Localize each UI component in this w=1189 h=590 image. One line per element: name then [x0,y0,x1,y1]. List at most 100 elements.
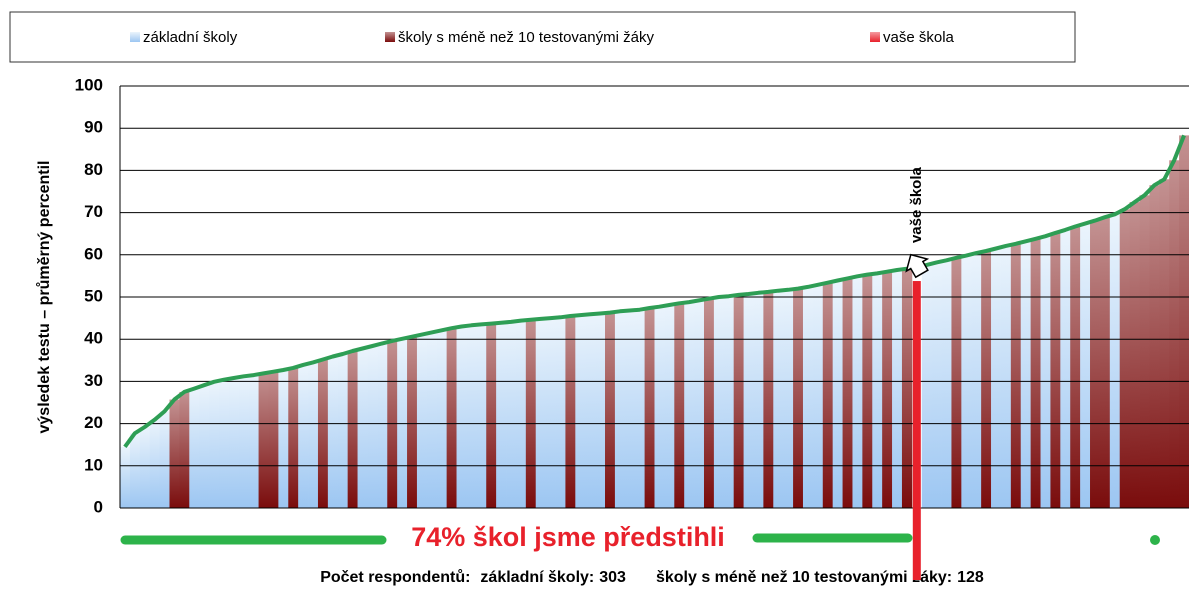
bar [1060,229,1071,509]
bar [288,367,299,508]
bar [793,288,804,508]
y-tick-label: 40 [84,329,103,348]
bars [120,135,1189,509]
bar [1020,241,1032,508]
bar [496,322,507,508]
y-tick-label: 60 [84,244,103,263]
bar [416,334,428,508]
bar [713,297,725,508]
y-tick-label: 100 [75,75,103,94]
legend-swatch [385,32,395,42]
bar [1109,214,1121,508]
bar [644,307,655,508]
y-tick-label: 90 [84,118,103,137]
bar [852,276,863,508]
bar [783,289,794,508]
bar [347,351,358,508]
bar [555,317,566,508]
footer-count: 128 [957,569,984,586]
legend-label: základní školy [143,29,238,46]
bar [862,274,873,508]
bar [842,278,853,508]
bar [377,343,388,508]
bar [466,325,477,508]
bar [664,305,675,508]
y-axis-label: výsledek testu – průměrný percentil [36,161,53,434]
bar [258,373,269,508]
bar [832,280,843,508]
bar [595,313,606,508]
bar [1040,236,1051,508]
bar [812,284,824,508]
bar [1099,217,1111,508]
bar [218,379,230,508]
bar [614,311,626,508]
bar [743,294,754,508]
bar [882,271,893,508]
bar [1010,243,1022,508]
y-tick-label: 50 [84,286,103,305]
bar [1179,135,1189,508]
bar [317,359,329,508]
bar [1000,245,1012,509]
bar [634,309,646,508]
bar [238,376,250,508]
bar [387,340,398,508]
bar [921,264,933,508]
bar [802,286,814,508]
footer-label: školy s méně než 10 testovanými žáky: [656,569,952,586]
bar [545,318,556,508]
bar [159,411,170,508]
legend-swatch [130,32,140,42]
bar [357,348,368,508]
bar [654,306,665,508]
y-tick-label: 10 [84,455,103,474]
bar [822,282,834,508]
bar [1090,220,1101,509]
bar [1080,223,1091,508]
bar [674,303,685,508]
bar [436,330,448,508]
bar [1169,160,1180,508]
bar [139,426,151,508]
bar [248,375,259,508]
bar [931,262,942,508]
bar [456,326,467,508]
bar [941,260,952,508]
bar [446,328,457,508]
bar [525,319,537,508]
bar [367,345,378,508]
bar [694,300,705,508]
bar [991,248,1002,508]
bar [585,314,596,508]
bar [763,291,774,508]
bar [149,419,160,508]
line [123,134,1186,448]
bar [1050,232,1061,508]
bar [1139,195,1150,508]
bar [120,446,131,508]
footer-count: 303 [599,569,626,586]
bar [733,294,744,508]
bar [308,362,319,508]
bar [209,381,220,508]
legend-label: vaše škola [883,29,955,46]
bar [1030,238,1041,508]
your-school-bar [912,281,921,580]
bar [753,292,764,508]
bar [624,310,636,508]
bar [337,353,349,508]
bar [565,315,576,508]
bar [971,253,982,508]
bar [575,315,586,508]
bar [703,298,715,508]
bar [1159,179,1170,508]
bar [605,312,616,508]
bar [723,296,735,508]
bar [981,251,992,508]
bar [872,273,883,508]
bar [179,391,190,508]
annotation: 74% škol jsme předstihli [411,522,725,552]
bar [1119,209,1131,508]
